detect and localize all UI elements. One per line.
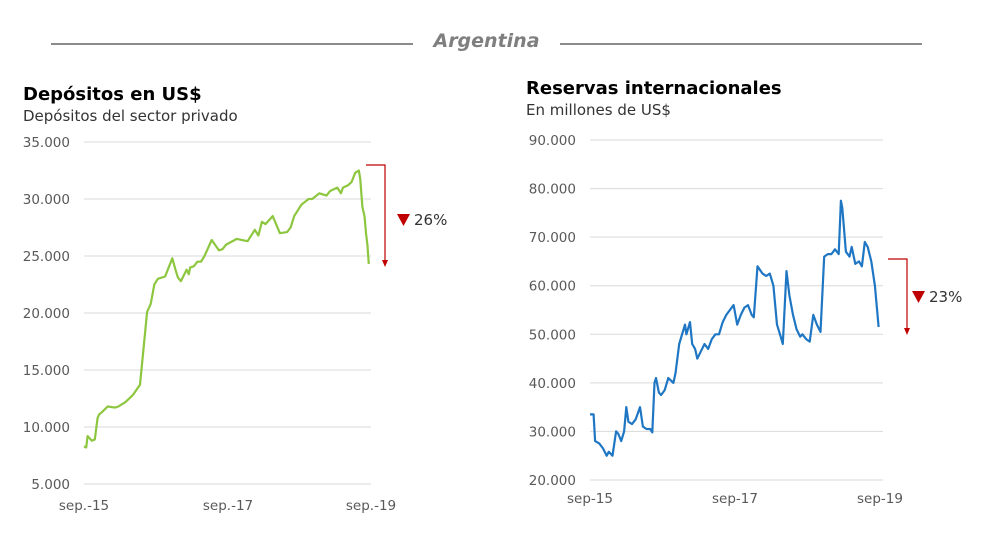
deposits-drop-bracket: [366, 164, 386, 261]
reserves-y-tick-label: 70.000: [529, 230, 576, 246]
deposits-x-tick-label: sep.-15: [59, 498, 109, 514]
reserves-y-tick-label: 80.000: [529, 182, 576, 198]
page-title: Argentina: [433, 30, 540, 52]
reserves-y-tick-label: 90.000: [529, 133, 576, 149]
deposits-change-label: 26%: [414, 211, 447, 229]
reserves-y-tick-label: 30.000: [529, 424, 576, 440]
header-rule-left: [51, 43, 413, 45]
reserves-x-tick-label: sep-17: [712, 491, 758, 507]
reserves-y-tick-label: 50.000: [529, 327, 576, 343]
reserves-chart-title: Reservas internacionales: [526, 78, 782, 99]
reserves-y-tick-label: 60.000: [529, 279, 576, 295]
deposits-y-tick-label: 5.000: [31, 477, 70, 493]
reserves-x-tick-label: sep-19: [857, 491, 903, 507]
reserves-change-label: 23%: [929, 288, 962, 306]
deposits-chart-group: 35.000 30.000 25.000 20.000 15.000 10.000 5.00…: [23, 135, 448, 514]
deposits-drop-arrowhead: [382, 260, 388, 267]
reserves-chart-group: 90.000 80.000 70.000 60.000 50.000 40.000 30.0…: [529, 133, 963, 507]
reserves-x-tick-label: sep-15: [567, 491, 613, 507]
deposits-y-tick-label: 25.000: [23, 249, 70, 265]
reserves-drop-bracket: [888, 258, 908, 329]
reserves-y-tick-label: 20.000: [529, 473, 576, 489]
deposits-y-tick-label: 30.000: [23, 192, 70, 208]
reserves-y-tick-label: 40.000: [529, 376, 576, 392]
deposits-y-tick-label: 10.000: [23, 420, 70, 436]
deposits-chart-title: Depósitos en US$: [23, 84, 202, 105]
deposits-x-tick-label: sep.-17: [203, 498, 253, 514]
deposits-y-tick-label: 20.000: [23, 306, 70, 322]
reserves-drop-arrowhead: [904, 328, 910, 335]
deposits-series-line: [83, 169, 370, 449]
deposits-x-tick-label: sep.-19: [346, 498, 396, 514]
reserves-down-triangle-icon: [912, 291, 925, 303]
header-rule-right: [560, 43, 922, 45]
deposits-y-tick-label: 15.000: [23, 363, 70, 379]
deposits-down-triangle-icon: [397, 214, 410, 226]
deposits-y-tick-label: 35.000: [23, 135, 70, 151]
reserves-chart-subtitle: En millones de US$: [526, 101, 671, 119]
deposits-chart-subtitle: Depósitos del sector privado: [23, 107, 238, 125]
reserves-series-line: [590, 199, 880, 457]
